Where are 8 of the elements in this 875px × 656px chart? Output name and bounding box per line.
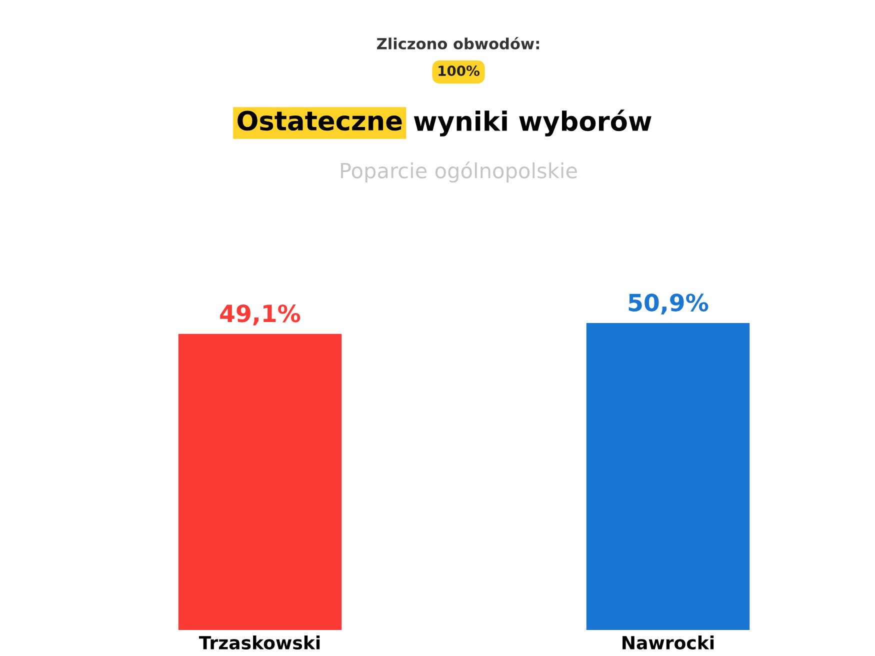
text: Zliczono obwodów: xyxy=(376,36,539,50)
chart-subtitle: Poparcie ogólnopolskie xyxy=(341,162,577,182)
data-label: 50,9% xyxy=(628,294,708,314)
text: 100% xyxy=(438,66,480,76)
x-tick-label: Nawrocki xyxy=(622,636,714,650)
x-tick-label: Trzaskowski xyxy=(198,636,320,650)
chart-title: Ostateczne wyniki wyborów xyxy=(238,110,652,136)
data-label: 49,1% xyxy=(220,304,300,326)
